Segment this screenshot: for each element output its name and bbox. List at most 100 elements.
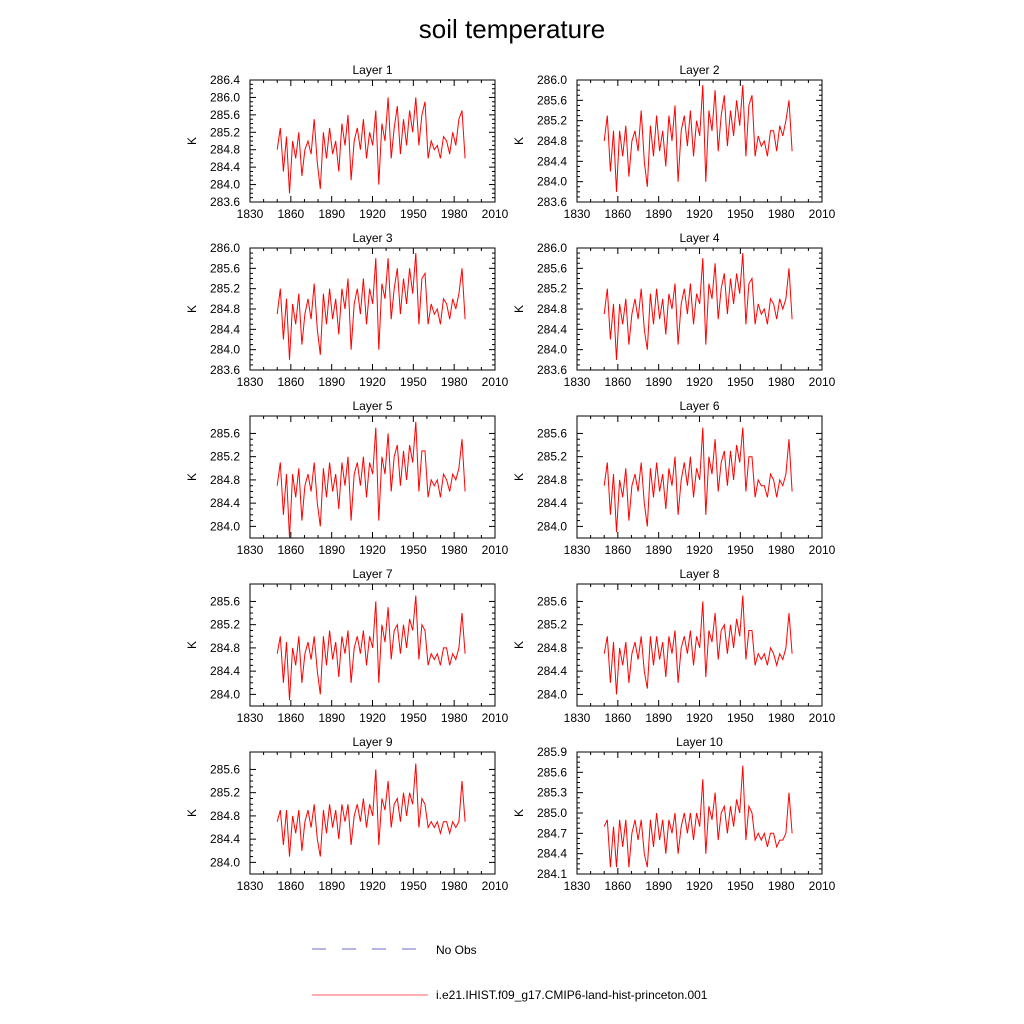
panel-layer-5: Layer 5 K 1830 1860 1890 1920 1950 1980 2010 284.… (185, 399, 509, 557)
y-tick-label: 283.6 (210, 195, 240, 209)
y-tick-label: 283.6 (210, 363, 240, 377)
x-tick-label: 1860 (277, 879, 304, 893)
panel-title: Layer 3 (352, 231, 392, 245)
x-tick-label: 2010 (482, 711, 509, 725)
x-tick-label: 1890 (318, 375, 345, 389)
y-tick-label: 284.0 (210, 687, 240, 701)
x-tick-label: 1890 (318, 207, 345, 221)
x-tick-label: 1920 (686, 207, 713, 221)
x-tick-label: 1860 (604, 543, 631, 557)
x-tick-label: 1860 (604, 375, 631, 389)
x-tick-label: 1890 (318, 543, 345, 557)
series-line (276, 253, 466, 360)
plot-frame (576, 751, 823, 875)
panel-layer-7: Layer 7 K 1830 1860 1890 1920 1950 1980 2010 284.… (185, 567, 509, 725)
x-tick-label: 1830 (564, 879, 591, 893)
y-tick-label: 284.0 (210, 343, 240, 357)
y-tick-label: 284.4 (537, 664, 567, 678)
x-tick-label: 1950 (400, 711, 427, 725)
y-tick-label: 284.0 (210, 855, 240, 869)
y-tick-label: 284.8 (537, 473, 567, 487)
y-tick-label: 285.2 (210, 450, 240, 464)
x-tick-label: 2010 (482, 207, 509, 221)
y-tick-label: 285.0 (537, 806, 567, 820)
x-tick-label: 1980 (768, 543, 795, 557)
y-tick-label: 285.2 (210, 786, 240, 800)
x-tick-label: 1920 (359, 711, 386, 725)
y-tick-label: 285.2 (210, 282, 240, 296)
x-tick-label: 1890 (645, 711, 672, 725)
panel-title: Layer 4 (679, 231, 719, 245)
y-axis-label: K (512, 137, 526, 145)
x-tick-label: 1950 (400, 879, 427, 893)
x-tick-label: 1830 (237, 543, 264, 557)
x-tick-label: 1860 (604, 879, 631, 893)
y-tick-label: 284.0 (537, 519, 567, 533)
x-tick-label: 1860 (277, 543, 304, 557)
series-line (276, 421, 466, 539)
y-tick-label: 285.9 (537, 745, 567, 759)
y-axis-label: K (512, 305, 526, 313)
y-tick-label: 284.4 (210, 160, 240, 174)
x-tick-label: 1950 (727, 207, 754, 221)
y-tick-label: 284.8 (210, 809, 240, 823)
legend-label-no-obs: No Obs (436, 943, 477, 957)
panel-title: Layer 7 (352, 567, 392, 581)
y-tick-label: 286.4 (210, 73, 240, 87)
y-axis-label: K (185, 137, 199, 145)
x-tick-label: 2010 (809, 711, 836, 725)
x-tick-label: 1980 (441, 711, 468, 725)
x-tick-label: 1950 (727, 879, 754, 893)
x-tick-label: 1980 (441, 543, 468, 557)
y-tick-label: 284.4 (210, 832, 240, 846)
y-tick-label: 284.0 (210, 178, 240, 192)
x-tick-label: 1980 (441, 879, 468, 893)
y-tick-label: 286.0 (210, 241, 240, 255)
panel-layer-10: Layer 10 K 1830 1860 1890 1920 1950 1980 2010 284… (512, 735, 836, 893)
x-tick-label: 1890 (645, 543, 672, 557)
y-tick-label: 284.8 (537, 641, 567, 655)
y-tick-label: 284.1 (537, 867, 567, 881)
panel-layer-1: Layer 1 K 1830 1860 1890 1920 1950 1980 2010 283.… (185, 63, 509, 221)
y-tick-label: 285.2 (210, 618, 240, 632)
x-tick-label: 1980 (768, 207, 795, 221)
panel-layer-4: Layer 4 K 1830 1860 1890 1920 1950 1980 2010 283.… (512, 231, 836, 389)
x-tick-label: 1890 (645, 375, 672, 389)
y-axis-label: K (512, 809, 526, 817)
y-tick-label: 286.0 (210, 90, 240, 104)
y-tick-label: 285.6 (210, 426, 240, 440)
y-tick-label: 284.4 (537, 322, 567, 336)
y-tick-label: 285.2 (210, 125, 240, 139)
x-tick-label: 1980 (441, 207, 468, 221)
x-tick-label: 1920 (359, 375, 386, 389)
y-tick-label: 284.4 (537, 496, 567, 510)
x-tick-label: 1950 (400, 207, 427, 221)
legend: No Obs i.e21.IHIST.f09_g17.CMIP6-land-his… (312, 943, 708, 1002)
panel-layer-6: Layer 6 K 1830 1860 1890 1920 1950 1980 2010 284.… (512, 399, 836, 557)
x-tick-label: 1860 (277, 207, 304, 221)
x-tick-label: 1830 (564, 711, 591, 725)
x-tick-label: 2010 (482, 543, 509, 557)
y-tick-label: 285.2 (537, 114, 567, 128)
x-tick-label: 1860 (277, 711, 304, 725)
y-tick-label: 284.4 (210, 664, 240, 678)
y-tick-label: 284.0 (537, 343, 567, 357)
x-tick-label: 1920 (686, 375, 713, 389)
y-tick-label: 285.6 (210, 594, 240, 608)
x-tick-label: 1920 (686, 711, 713, 725)
y-tick-label: 284.8 (210, 302, 240, 316)
y-tick-label: 285.6 (210, 261, 240, 275)
x-tick-label: 2010 (482, 879, 509, 893)
y-tick-label: 285.2 (537, 618, 567, 632)
y-axis-label: K (185, 305, 199, 313)
series-line (276, 97, 466, 194)
x-tick-label: 1830 (237, 711, 264, 725)
y-axis-label: K (185, 641, 199, 649)
y-tick-label: 284.8 (210, 143, 240, 157)
x-tick-label: 1830 (564, 375, 591, 389)
y-tick-label: 285.2 (537, 450, 567, 464)
x-tick-label: 1860 (604, 207, 631, 221)
panel-title: Layer 9 (352, 735, 392, 749)
x-tick-label: 1890 (645, 207, 672, 221)
